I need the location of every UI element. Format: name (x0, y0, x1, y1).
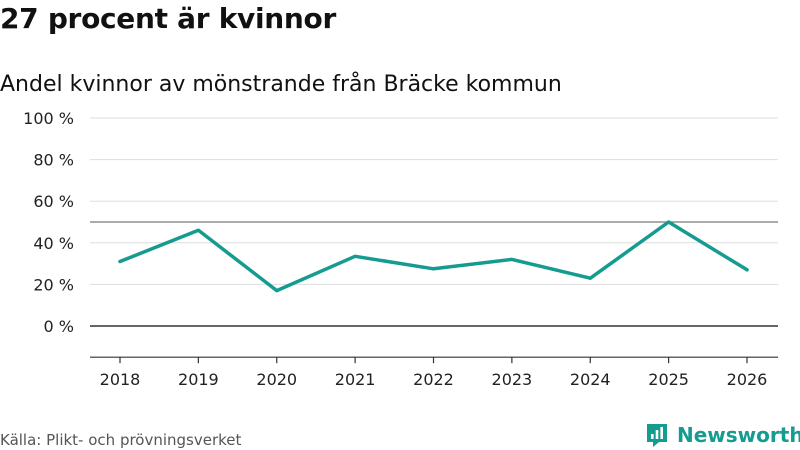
x-tick-label: 2022 (413, 370, 454, 389)
source-note: Källa: Plikt- och prövningsverket (0, 431, 242, 449)
y-tick-label: 80 % (33, 151, 74, 170)
series-line (118, 220, 749, 293)
x-tick-label: 2019 (178, 370, 219, 389)
x-tick-label: 2018 (100, 370, 141, 389)
data-point (196, 228, 200, 232)
newsworthy-logo-icon (647, 424, 667, 447)
y-tick-label: 100 % (23, 109, 74, 128)
data-point (118, 259, 122, 264)
y-tick-label: 40 % (33, 234, 74, 253)
y-tick-label: 60 % (33, 192, 74, 211)
brand-name: Newsworthy (677, 423, 800, 447)
brand-logo: Newsworthy (645, 421, 800, 449)
chart-subtitle: Andel kvinnor av mönstrande från Bräcke … (0, 72, 562, 97)
x-tick-label: 2024 (570, 370, 611, 389)
x-tick-label: 2026 (727, 370, 768, 389)
y-tick-label: 20 % (33, 275, 74, 294)
data-point (275, 289, 279, 293)
x-tick-label: 2020 (256, 370, 297, 389)
chart-title: 27 procent är kvinnor (0, 2, 336, 35)
data-point (510, 257, 514, 262)
data-point (353, 254, 357, 258)
x-tick-label: 2023 (492, 370, 533, 389)
y-tick-label: 0 % (44, 317, 74, 336)
data-point (431, 267, 436, 271)
data-point (667, 220, 671, 224)
x-tick-label: 2021 (335, 370, 376, 389)
data-point (588, 276, 592, 280)
x-tick-label: 2025 (648, 370, 689, 389)
data-point (745, 268, 749, 272)
